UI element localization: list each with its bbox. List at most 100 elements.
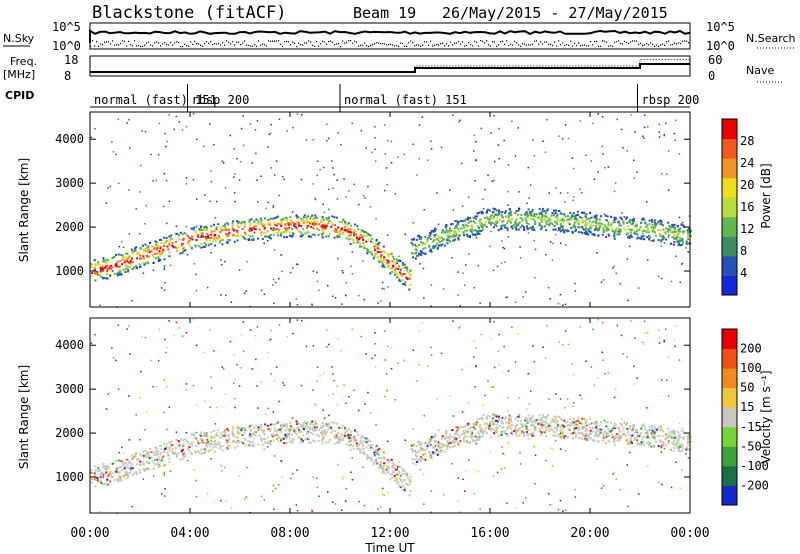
velocity-echo bbox=[629, 437, 632, 440]
velocity-echo bbox=[267, 424, 270, 427]
velocity-noise bbox=[295, 469, 298, 471]
velocity-echo bbox=[115, 459, 117, 462]
power-echo bbox=[240, 223, 243, 226]
velocity-echo bbox=[262, 438, 265, 441]
power-echo bbox=[588, 220, 591, 223]
velocity-noise bbox=[473, 423, 476, 425]
power-echo bbox=[374, 244, 377, 247]
velocity-noise bbox=[572, 373, 575, 376]
power-echo bbox=[561, 229, 564, 232]
velocity-echo bbox=[374, 450, 377, 453]
power-echo bbox=[491, 211, 494, 214]
power-noise bbox=[663, 135, 665, 137]
power-echo bbox=[102, 260, 105, 263]
velocity-echo bbox=[606, 434, 609, 437]
velocity-noise bbox=[305, 345, 308, 347]
power-noise bbox=[442, 288, 445, 290]
power-noise bbox=[658, 275, 660, 278]
power-echo bbox=[679, 230, 682, 233]
power-echo bbox=[398, 278, 401, 281]
velocity-echo bbox=[642, 423, 645, 426]
velocity-echo bbox=[118, 475, 121, 478]
power-noise bbox=[484, 188, 486, 191]
velocity-echo bbox=[110, 476, 113, 479]
power-noise bbox=[390, 140, 392, 143]
velocity-echo bbox=[432, 445, 435, 448]
velocity-echo bbox=[204, 434, 206, 437]
nsearch-dot bbox=[672, 43, 674, 46]
nsearch-dot bbox=[564, 44, 566, 46]
velocity-noise bbox=[477, 470, 480, 473]
power-echo bbox=[675, 237, 677, 240]
power-echo bbox=[473, 229, 476, 232]
power-echo bbox=[646, 236, 649, 239]
velocity-echo bbox=[541, 416, 544, 419]
nsearch-dot bbox=[358, 45, 360, 47]
nsearch-dot bbox=[334, 43, 336, 46]
velocity-echo bbox=[472, 422, 475, 425]
power-echo bbox=[291, 221, 294, 224]
velocity-echo bbox=[463, 433, 466, 435]
velocity-echo bbox=[238, 427, 241, 430]
velocity-noise bbox=[579, 394, 581, 396]
power-noise bbox=[178, 121, 180, 123]
power-echo bbox=[495, 220, 497, 223]
power-echo bbox=[205, 238, 208, 241]
power-echo bbox=[316, 220, 319, 223]
power-noise bbox=[527, 232, 530, 234]
power-echo bbox=[453, 232, 456, 235]
velocity-echo bbox=[251, 444, 254, 447]
velocity-echo bbox=[672, 449, 675, 452]
power-echo bbox=[368, 233, 371, 236]
power-echo bbox=[505, 215, 508, 218]
velocity-echo bbox=[554, 434, 557, 437]
power-noise bbox=[542, 140, 544, 142]
nsearch-dot bbox=[300, 44, 302, 46]
velocity-echo bbox=[469, 423, 472, 426]
power-echo bbox=[275, 228, 278, 230]
power-echo bbox=[569, 216, 572, 219]
power-echo bbox=[504, 210, 507, 213]
power-noise bbox=[511, 120, 513, 123]
power-echo bbox=[231, 228, 234, 231]
power-noise bbox=[332, 167, 334, 169]
velocity-echo bbox=[391, 465, 394, 468]
velocity-echo bbox=[451, 440, 454, 443]
power-echo bbox=[196, 233, 199, 236]
velocity-noise bbox=[269, 338, 272, 341]
power-echo bbox=[651, 220, 654, 223]
velocity-echo bbox=[117, 466, 120, 469]
power-echo bbox=[136, 257, 139, 260]
power-echo bbox=[204, 245, 206, 248]
power-noise bbox=[626, 150, 628, 152]
velocity-echo bbox=[399, 466, 402, 468]
velocity-echo bbox=[251, 441, 254, 444]
velocity-echo bbox=[395, 473, 398, 476]
velocity-echo bbox=[174, 446, 177, 449]
power-echo bbox=[501, 210, 504, 213]
velocity-echo bbox=[184, 455, 187, 458]
power-noise bbox=[163, 289, 166, 291]
velocity-echo bbox=[675, 441, 678, 444]
power-noise bbox=[350, 265, 352, 267]
power-noise bbox=[363, 195, 365, 197]
power-echo bbox=[169, 238, 172, 241]
power-echo bbox=[168, 251, 171, 254]
nsearch-dot bbox=[604, 40, 606, 42]
power-echo bbox=[420, 237, 423, 240]
velocity-noise bbox=[210, 443, 213, 445]
velocity-noise bbox=[550, 447, 552, 449]
colorbar-tick-label: 28 bbox=[740, 134, 754, 148]
velocity-echo bbox=[129, 465, 132, 468]
velocity-echo bbox=[424, 458, 427, 461]
velocity-echo bbox=[168, 457, 171, 460]
velocity-echo bbox=[476, 418, 479, 421]
power-echo bbox=[178, 238, 181, 241]
velocity-echo bbox=[188, 446, 191, 449]
velocity-echo bbox=[200, 441, 203, 444]
velocity-echo bbox=[163, 464, 166, 467]
velocity-echo bbox=[478, 417, 481, 420]
power-echo bbox=[629, 231, 632, 234]
power-echo bbox=[189, 237, 192, 240]
velocity-echo bbox=[190, 433, 193, 436]
